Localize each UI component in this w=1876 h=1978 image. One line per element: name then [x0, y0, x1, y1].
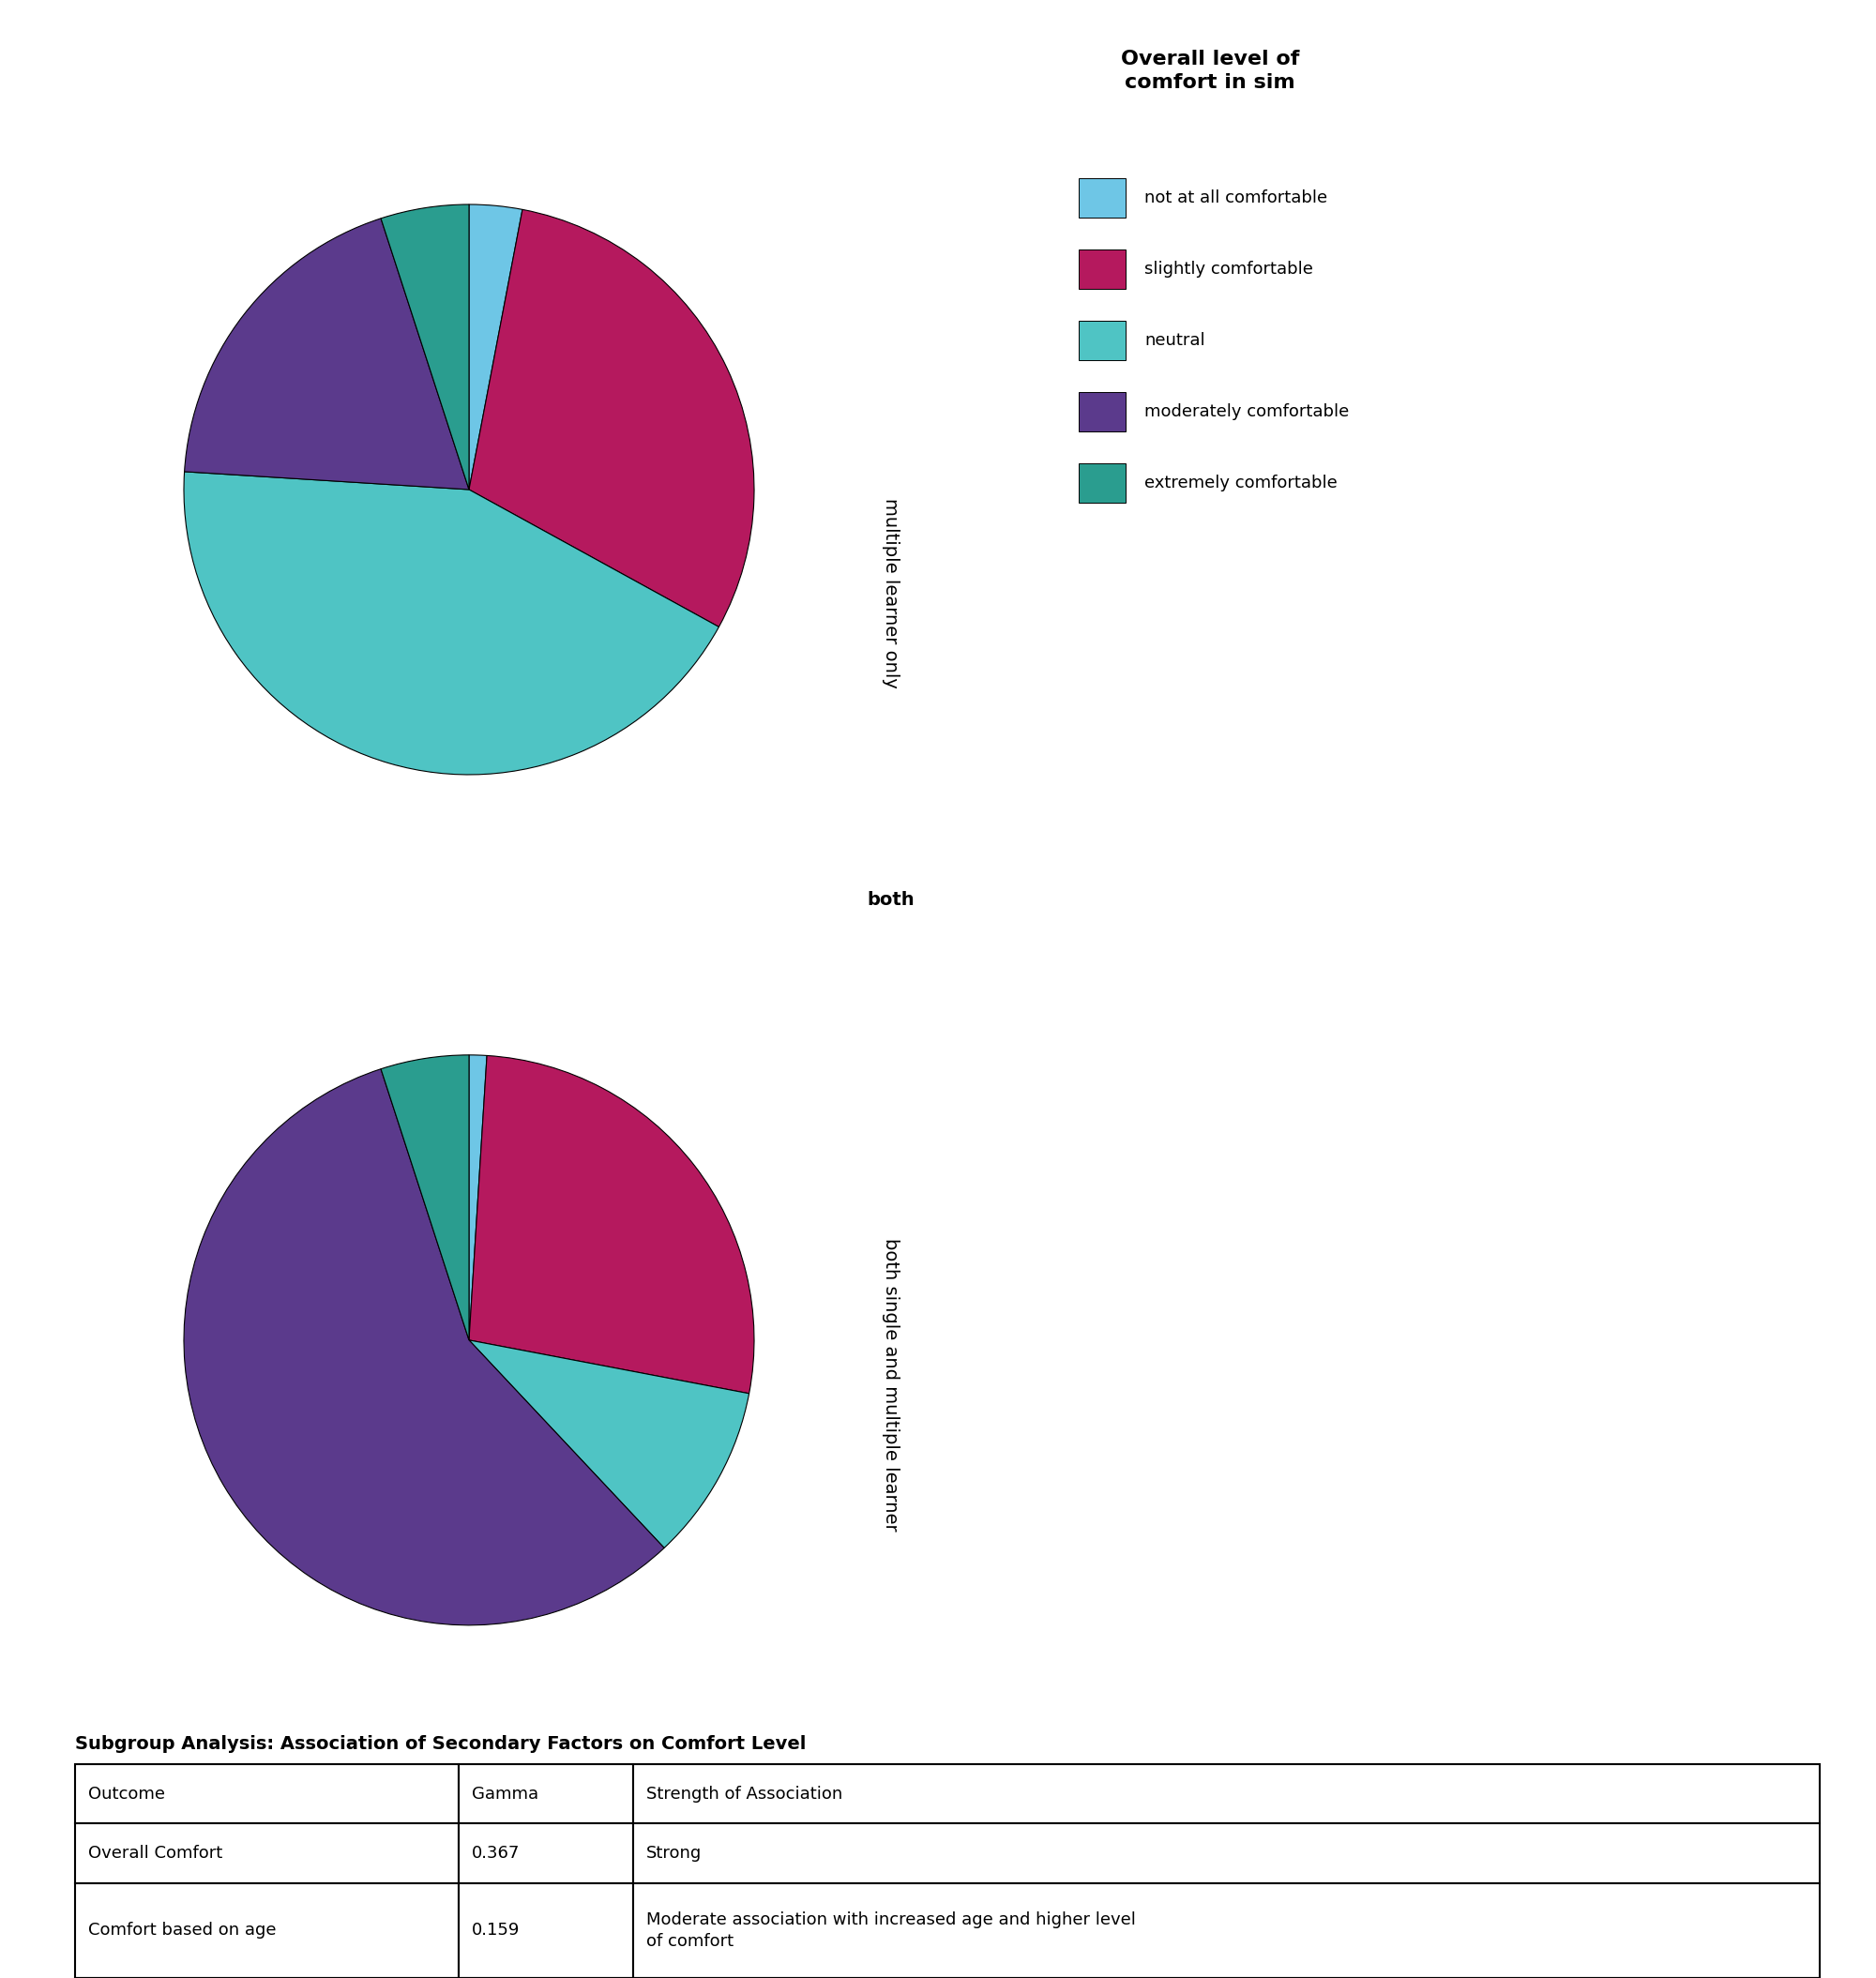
Text: Comfort based on age: Comfort based on age — [88, 1923, 276, 1938]
Text: 0.367: 0.367 — [473, 1845, 520, 1861]
Wedge shape — [381, 204, 469, 489]
Text: neutral: neutral — [1144, 332, 1204, 348]
Text: Overall level of
comfort in sim: Overall level of comfort in sim — [1120, 49, 1300, 91]
Wedge shape — [184, 1068, 664, 1626]
Text: Gamma: Gamma — [473, 1786, 538, 1802]
Text: extremely comfortable: extremely comfortable — [1144, 475, 1338, 491]
Wedge shape — [184, 471, 719, 775]
Text: not at all comfortable: not at all comfortable — [1144, 190, 1328, 206]
Wedge shape — [469, 1054, 488, 1341]
Text: Strong: Strong — [647, 1845, 702, 1861]
Text: Overall Comfort: Overall Comfort — [88, 1845, 223, 1861]
Text: Moderate association with increased age and higher level
of comfort: Moderate association with increased age … — [647, 1911, 1137, 1950]
Wedge shape — [469, 1341, 749, 1549]
Text: multiple learner only: multiple learner only — [882, 498, 900, 688]
Text: Outcome: Outcome — [88, 1786, 165, 1802]
Wedge shape — [381, 1054, 469, 1341]
Wedge shape — [469, 210, 754, 627]
Text: Strength of Association: Strength of Association — [647, 1786, 842, 1802]
Wedge shape — [184, 218, 469, 489]
Text: both: both — [867, 890, 915, 910]
Text: slightly comfortable: slightly comfortable — [1144, 261, 1313, 277]
Text: 0.159: 0.159 — [473, 1923, 520, 1938]
Text: moderately comfortable: moderately comfortable — [1144, 404, 1349, 419]
Text: both single and multiple learner: both single and multiple learner — [882, 1238, 900, 1531]
Text: Subgroup Analysis: Association of Secondary Factors on Comfort Level: Subgroup Analysis: Association of Second… — [75, 1735, 807, 1753]
Wedge shape — [469, 1056, 754, 1394]
Wedge shape — [469, 204, 522, 489]
